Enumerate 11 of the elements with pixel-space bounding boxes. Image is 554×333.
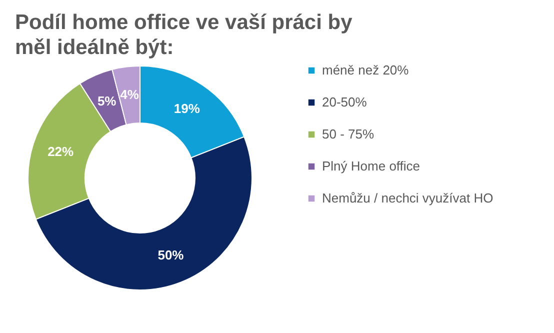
data-label: 50%: [158, 248, 184, 263]
data-label: 19%: [174, 100, 200, 116]
legend-label: 50 - 75%: [322, 126, 374, 142]
legend-label: 20-50%: [322, 94, 368, 110]
data-label: 22%: [48, 144, 74, 160]
legend-label: Nemůžu / nechci využívat HO: [322, 190, 494, 206]
chart-title: Podíl home office ve vaší práci by měl ideálně být:: [15, 11, 353, 59]
data-label: 4%: [120, 87, 140, 102]
legend-label: méně než 20%: [322, 62, 410, 78]
legend-label: Plný Home office: [322, 158, 420, 174]
data-label: 5%: [97, 93, 117, 108]
